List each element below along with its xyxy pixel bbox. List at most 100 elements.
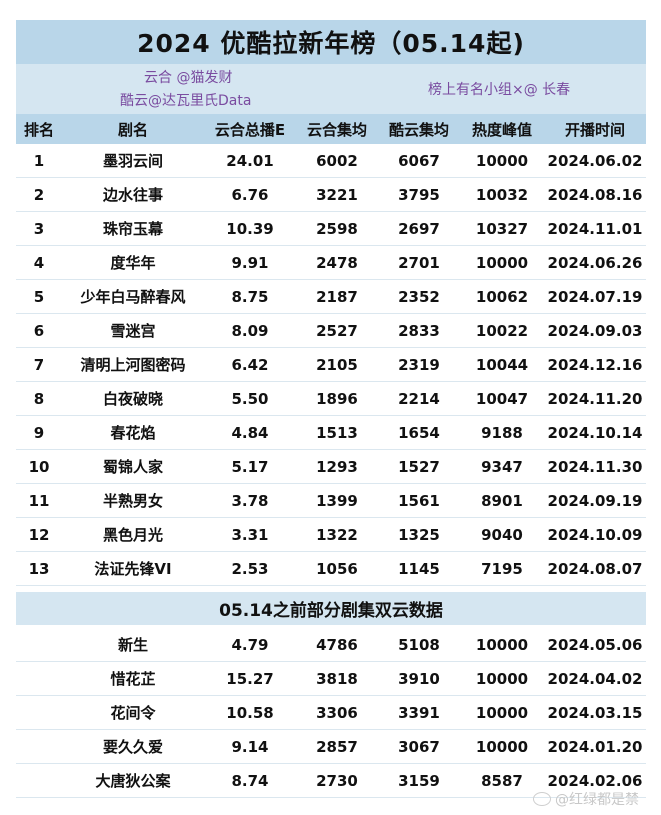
heat-peak-cell: 10032 [460, 177, 544, 212]
kuyun-avg-cell: 2833 [378, 313, 460, 348]
table-row: 要久久爱 9.14 2857 3067 10000 2024.01.20 [16, 729, 646, 764]
heat-peak-cell: 10044 [460, 347, 544, 382]
yunhe-avg-cell: 6002 [296, 144, 378, 178]
title-cell: 少年白马醉春风 [62, 279, 204, 314]
kuyun-avg-cell: 3391 [378, 695, 460, 730]
yunhe-total-cell: 8.74 [204, 763, 296, 798]
heat-peak-cell: 10047 [460, 381, 544, 416]
premiere-date-cell: 2024.08.16 [544, 177, 646, 212]
yunhe-avg-cell: 1322 [296, 517, 378, 552]
table-row: 10 蜀锦人家 5.17 1293 1527 9347 2024.11.30 [16, 449, 646, 484]
rank-cell: 7 [16, 347, 62, 382]
kuyun-avg-cell: 2697 [378, 211, 460, 246]
watermark-text: @红绿都是禁 [555, 792, 639, 808]
heat-peak-cell: 10022 [460, 313, 544, 348]
premiere-date-cell: 2024.02.06 [544, 763, 646, 798]
rank-cell: 9 [16, 415, 62, 450]
rank-cell: 2 [16, 177, 62, 212]
title-cell: 花间令 [62, 695, 204, 730]
title-cell: 新生 [62, 628, 204, 662]
credit-line-2: 酷云@达瓦里氏Data [120, 93, 252, 109]
yunhe-avg-cell: 1896 [296, 381, 378, 416]
premiere-date-cell: 2024.09.19 [544, 483, 646, 518]
yunhe-total-cell: 9.14 [204, 729, 296, 764]
yunhe-avg-cell: 1399 [296, 483, 378, 518]
header-yunhe-total: 云合总播E [204, 114, 296, 144]
premiere-date-cell: 2024.12.16 [544, 347, 646, 382]
rank-cell: 4 [16, 245, 62, 280]
premiere-date-cell: 2024.11.30 [544, 449, 646, 484]
kuyun-avg-cell: 1145 [378, 551, 460, 586]
table-row: 花间令 10.58 3306 3391 10000 2024.03.15 [16, 695, 646, 730]
kuyun-avg-cell: 2319 [378, 347, 460, 382]
header-kuyun-avg: 酷云集均 [378, 114, 460, 144]
title-cell: 蜀锦人家 [62, 449, 204, 484]
heat-peak-cell: 9040 [460, 517, 544, 552]
premiere-date-cell: 2024.04.02 [544, 661, 646, 696]
premiere-date-cell: 2024.10.09 [544, 517, 646, 552]
yunhe-total-cell: 3.31 [204, 517, 296, 552]
table-row: 7 清明上河图密码 6.42 2105 2319 10044 2024.12.16 [16, 347, 646, 382]
yunhe-avg-cell: 3818 [296, 661, 378, 696]
premiere-date-cell: 2024.10.14 [544, 415, 646, 450]
pre-0514-table: 新生 4.79 4786 5108 10000 2024.05.06 惜花芷 15.27 381… [16, 628, 646, 798]
header-heat-peak: 热度峰值 [460, 114, 544, 144]
header-title: 剧名 [62, 114, 204, 144]
kuyun-avg-cell: 1561 [378, 483, 460, 518]
kuyun-avg-cell: 3910 [378, 661, 460, 696]
table-row: 13 法证先锋VI 2.53 1056 1145 7195 2024.08.07 [16, 551, 646, 586]
weibo-icon [533, 792, 551, 806]
heat-peak-cell: 10000 [460, 245, 544, 280]
yunhe-total-cell: 4.84 [204, 415, 296, 450]
heat-peak-cell: 10000 [460, 695, 544, 730]
yunhe-total-cell: 15.27 [204, 661, 296, 696]
rank-cell: 1 [16, 144, 62, 178]
rank-cell [16, 729, 62, 764]
title-cell: 半熟男女 [62, 483, 204, 518]
table-header-row: 排名 剧名 云合总播E 云合集均 酷云集均 热度峰值 开播时间 [16, 114, 646, 144]
heat-peak-cell: 9188 [460, 415, 544, 450]
kuyun-avg-cell: 1527 [378, 449, 460, 484]
yunhe-avg-cell: 1293 [296, 449, 378, 484]
yunhe-total-cell: 6.42 [204, 347, 296, 382]
heat-peak-cell: 9347 [460, 449, 544, 484]
table-row: 4 度华年 9.91 2478 2701 10000 2024.06.26 [16, 245, 646, 280]
premiere-date-cell: 2024.06.26 [544, 245, 646, 280]
table-row: 2 边水往事 6.76 3221 3795 10032 2024.08.16 [16, 177, 646, 212]
yunhe-avg-cell: 4786 [296, 628, 378, 662]
title-cell: 大唐狄公案 [62, 763, 204, 798]
rank-cell: 3 [16, 211, 62, 246]
rank-cell: 11 [16, 483, 62, 518]
yunhe-avg-cell: 2187 [296, 279, 378, 314]
yunhe-total-cell: 10.58 [204, 695, 296, 730]
watermark: @红绿都是禁 [533, 789, 639, 809]
premiere-date-cell: 2024.05.06 [544, 628, 646, 662]
premiere-date-cell: 2024.01.20 [544, 729, 646, 764]
heat-peak-cell: 8587 [460, 763, 544, 798]
table-row: 12 黑色月光 3.31 1322 1325 9040 2024.10.09 [16, 517, 646, 552]
premiere-date-cell: 2024.11.20 [544, 381, 646, 416]
title-cell: 度华年 [62, 245, 204, 280]
yunhe-avg-cell: 1056 [296, 551, 378, 586]
yunhe-avg-cell: 2598 [296, 211, 378, 246]
title-cell: 惜花芷 [62, 661, 204, 696]
yunhe-total-cell: 4.79 [204, 628, 296, 662]
table-row: 8 白夜破晓 5.50 1896 2214 10047 2024.11.20 [16, 381, 646, 416]
premiere-date-cell: 2024.06.02 [544, 144, 646, 178]
pre-0514-table-body: 新生 4.79 4786 5108 10000 2024.05.06 惜花芷 15.27 381… [16, 628, 646, 798]
kuyun-avg-cell: 2352 [378, 279, 460, 314]
kuyun-avg-cell: 3795 [378, 177, 460, 212]
yunhe-total-cell: 6.76 [204, 177, 296, 212]
table-row: 新生 4.79 4786 5108 10000 2024.05.06 [16, 628, 646, 662]
yunhe-total-cell: 5.50 [204, 381, 296, 416]
yunhe-total-cell: 24.01 [204, 144, 296, 178]
kuyun-avg-cell: 3067 [378, 729, 460, 764]
yunhe-total-cell: 9.91 [204, 245, 296, 280]
premiere-date-cell: 2024.09.03 [544, 313, 646, 348]
rank-cell: 10 [16, 449, 62, 484]
credit-line-3: 榜上有名小组×@ 长春 [428, 82, 571, 98]
yunhe-total-cell: 8.09 [204, 313, 296, 348]
kuyun-avg-cell: 2214 [378, 381, 460, 416]
kuyun-avg-cell: 2701 [378, 245, 460, 280]
table-row: 9 春花焰 4.84 1513 1654 9188 2024.10.14 [16, 415, 646, 450]
